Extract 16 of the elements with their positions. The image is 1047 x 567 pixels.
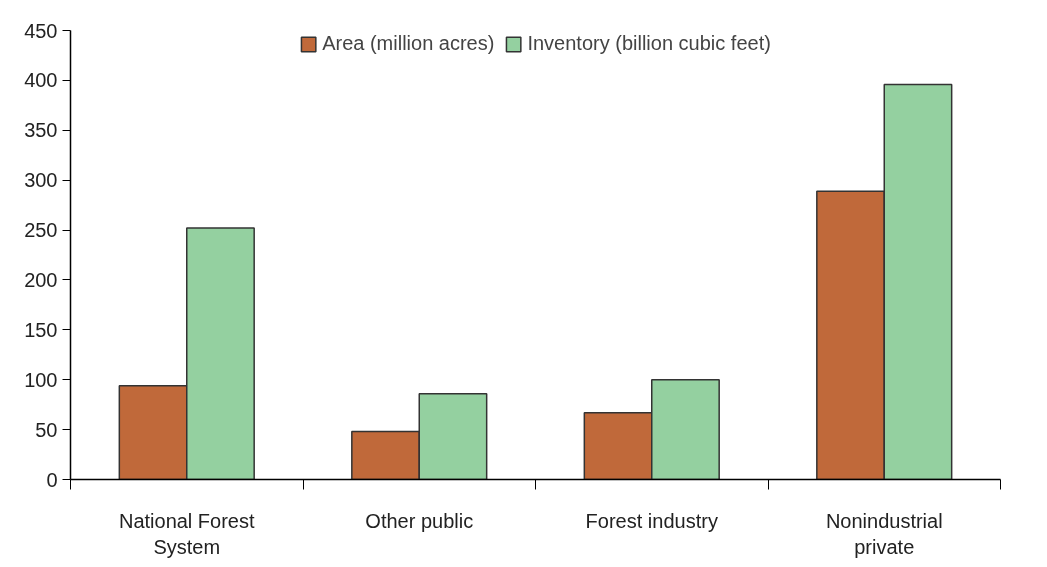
legend-label: Area (million acres) <box>322 32 495 55</box>
y-tick-label: 450 <box>24 19 58 42</box>
y-tick-label: 400 <box>24 69 58 92</box>
y-tick-label: 50 <box>35 418 58 441</box>
y-tick-label: 100 <box>24 368 58 391</box>
legend-label: Inventory (billion cubic feet) <box>527 32 771 55</box>
x-tick-label: Forest industry <box>585 509 718 532</box>
x-tick-label: Nonindustrial private <box>825 509 943 558</box>
x-tick-label: National Forest System <box>118 509 255 558</box>
y-tick-label: 350 <box>24 119 58 142</box>
y-tick-label: 300 <box>24 169 58 192</box>
x-tick-label: Other public <box>365 509 474 532</box>
y-tick-label: 150 <box>24 318 58 341</box>
y-tick-label: 0 <box>46 468 58 491</box>
y-tick-label: 200 <box>24 268 58 291</box>
y-tick-label: 250 <box>24 219 58 242</box>
